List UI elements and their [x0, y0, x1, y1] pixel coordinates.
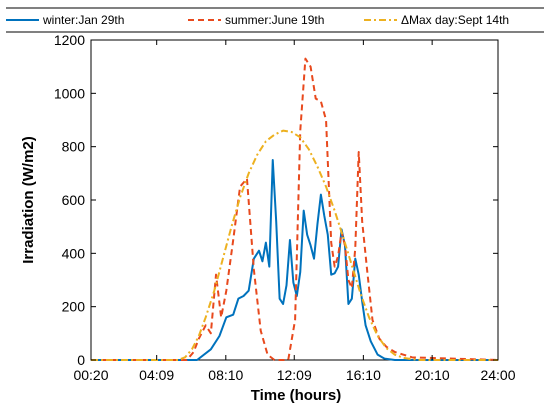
x-tick-label: 04:09	[139, 367, 174, 383]
y-tick-label: 200	[62, 299, 86, 315]
y-tick-label: 1000	[54, 85, 85, 101]
y-axis: 0 200 400 600 800 1000 1200	[54, 32, 498, 368]
plot-area-frame	[90, 39, 499, 361]
y-tick-label: 600	[62, 192, 86, 208]
series-line-2	[91, 129, 498, 361]
y-tick-label: 400	[62, 245, 86, 261]
y-tick-label: 0	[77, 352, 85, 368]
series-line-1	[91, 57, 499, 361]
x-axis-title: Time (hours)	[251, 387, 342, 404]
legend-label-winter: winter:Jan 29th	[42, 13, 124, 27]
legend: winter:Jan 29th summer:June 19th ΔMax da…	[6, 7, 544, 33]
legend-label-summer: summer:June 19th	[225, 13, 324, 27]
series-group	[91, 57, 499, 361]
x-tick-label: 00:20	[73, 367, 108, 383]
x-tick-label: 08:10	[208, 367, 243, 383]
x-tick-label: 12:09	[277, 367, 312, 383]
legend-label-max: ΔMax day:Sept 14th	[401, 13, 509, 27]
x-tick-label: 20:10	[415, 367, 450, 383]
x-axis: 00:20 04:09 08:10 12:09 16:10 20:10 24:00	[73, 40, 516, 383]
x-tick-label: 16:10	[346, 367, 381, 383]
series-line-0	[91, 159, 498, 361]
y-tick-label: 800	[62, 139, 86, 155]
x-tick-label: 24:00	[480, 367, 515, 383]
y-tick-label: 1200	[54, 32, 85, 48]
y-axis-title: Irradiation (W/m2)	[20, 136, 37, 264]
